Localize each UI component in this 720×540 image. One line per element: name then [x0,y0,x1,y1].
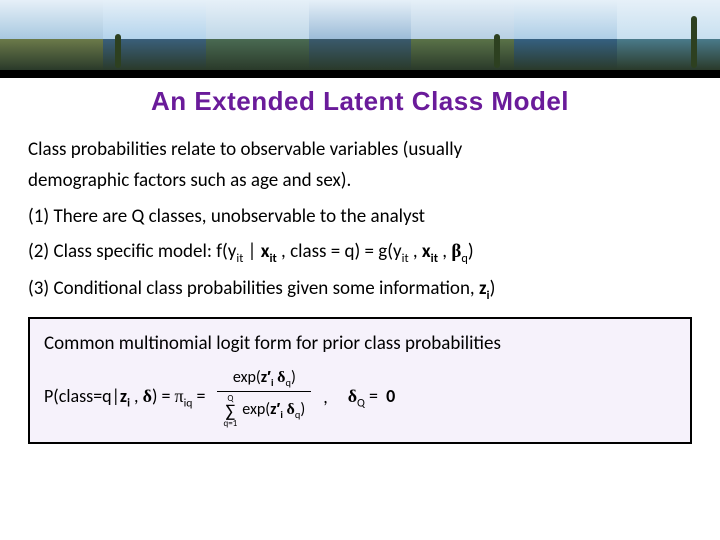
photo-banner [0,0,720,70]
num-post: ) [291,368,296,387]
eq1: = [192,385,205,407]
fraction: exp(z′i δq) Q ∑ q=1 exp(z′i δq) [217,369,311,428]
sum-bot: q=1 [223,419,237,428]
slide-title: An Extended Latent Class Model [28,86,692,117]
point-2: (2) Class specific model: f(yit | xit , … [28,237,692,268]
sub-i-3: i [271,376,274,389]
sub-i-4: i [280,408,283,421]
num-pre: exp( [233,368,261,387]
banner-photo-1 [0,0,103,70]
p2-end: ) [468,240,474,263]
sigma: Q ∑ q=1 [223,394,237,428]
delta-1: δ [143,386,152,406]
zero: 0 [386,385,395,407]
slide-content: An Extended Latent Class Model Class pro… [0,78,720,454]
eq-tail: δQ = 0 [348,383,396,413]
banner-photo-7 [617,0,720,70]
equation: P(class=q|zi , δ) = πiq = exp(z′i δq) Q … [44,369,676,428]
box-title: Common multinomial logit form for prior … [44,329,676,358]
z-i-1: z [479,277,487,300]
lhs-close: ) = [152,385,175,407]
p2-pre: (2) Class specific model: f(y [28,240,236,263]
intro-line-1: Class probabilities relate to observable… [28,135,692,164]
p3-end: ) [490,277,496,300]
body-text: Class probabilities relate to observable… [28,135,692,444]
delta-3: δ [287,401,295,418]
sub-Q: Q [357,397,365,411]
p2-m1: | [243,240,260,263]
formula-box: Common multinomial logit form for prior … [28,317,692,444]
x-it-2: x [422,240,431,263]
point-3: (3) Conditional class probabilities give… [28,274,692,305]
banner-photo-6 [514,0,617,70]
sub-it-2: it [269,251,276,266]
beta: β [451,241,461,262]
den-post: ) [300,400,305,419]
banner-photo-4 [309,0,412,70]
lhs-pre: P(class=q| [44,385,120,407]
p2-m4: , [438,240,451,263]
lhs-mid: , [130,385,143,407]
pi: π [175,386,184,406]
delta-4: δ [348,386,357,406]
tail-eq: = [365,385,382,407]
p2-m3: , [409,240,422,263]
eq-lhs: P(class=q|zi , δ) = πiq = [44,383,205,413]
denominator: Q ∑ q=1 exp(z′i δq) [217,391,311,428]
banner-divider [0,70,720,78]
p3-pre: (3) Conditional class probabilities give… [28,277,479,300]
point-1: (1) There are Q classes, unobservable to… [28,202,692,231]
den-pre: exp( [242,400,270,419]
sub-it-3: it [402,251,409,266]
z-i-2: z [120,385,127,407]
banner-photo-5 [411,0,514,70]
banner-photo-2 [103,0,206,70]
intro-line-2: demographic factors such as age and sex)… [28,166,692,195]
numerator: exp(z′i δq) [227,369,302,391]
sub-it-4: it [431,251,438,266]
zprime-1: z′ [261,368,271,387]
banner-photo-3 [206,0,309,70]
comma: , [323,384,328,412]
p2-m2: , class = q) = g(y [277,240,402,263]
zprime-2: z′ [270,400,280,419]
